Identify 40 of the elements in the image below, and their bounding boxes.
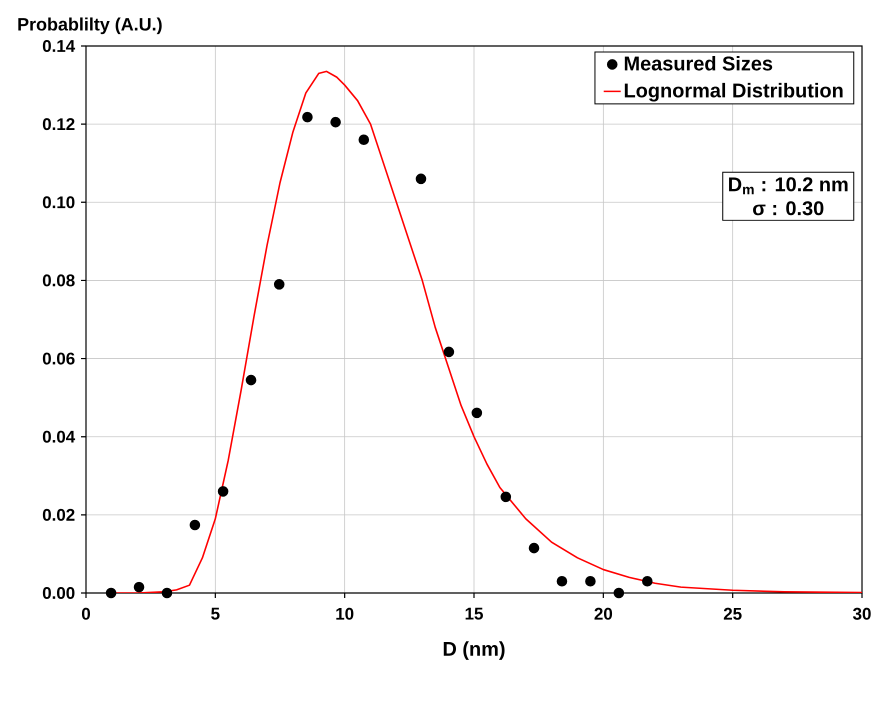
- point: [642, 576, 653, 587]
- y-tick-label: 0.14: [42, 40, 76, 52]
- point: [614, 588, 624, 598]
- x-tick-label: 20: [594, 608, 612, 620]
- x-axis-title: D (nm): [444, 641, 505, 660]
- legend-label: Measured Sizes: [624, 56, 772, 71]
- point: [444, 346, 454, 358]
- point: [500, 492, 512, 502]
- x-tick-label: 5: [211, 608, 220, 620]
- legend-label: Lognormal Distribution: [624, 82, 843, 102]
- point: [246, 374, 256, 386]
- point: [218, 486, 228, 497]
- annotation: σ : 0.30: [753, 201, 824, 216]
- annotation: D$_{m}$ : 10.2 nm: [729, 177, 848, 194]
- y-tick-label: 0.00: [42, 587, 74, 600]
- point: [416, 174, 426, 184]
- point: [134, 582, 144, 592]
- point: [556, 576, 568, 587]
- y-axis-title: Probablilty (A.U.): [18, 17, 162, 34]
- point: [106, 588, 116, 598]
- point: [162, 588, 172, 598]
- y-tick-label: 0.08: [42, 274, 75, 286]
- y-tick-label: 0.02: [42, 508, 74, 521]
- point: [190, 520, 200, 530]
- point: [472, 408, 482, 418]
- x-tick-label: 0: [82, 608, 90, 620]
- x-tick-label: 30: [852, 608, 871, 620]
- y-tick-label: 0.04: [42, 430, 76, 443]
- point: [302, 112, 313, 122]
- y-tick-label: 0.06: [42, 352, 75, 365]
- x-tick-label: 25: [724, 608, 742, 620]
- point: [274, 279, 285, 290]
- x-tick-label: 15: [466, 608, 483, 620]
- point: [528, 542, 540, 554]
- point: [585, 576, 596, 587]
- point: [358, 134, 370, 146]
- y-tick-label: 0.12: [42, 118, 74, 130]
- x-tick-label: 10: [336, 608, 354, 620]
- y-tick-label: 0.10: [42, 196, 74, 208]
- point: [330, 116, 341, 128]
